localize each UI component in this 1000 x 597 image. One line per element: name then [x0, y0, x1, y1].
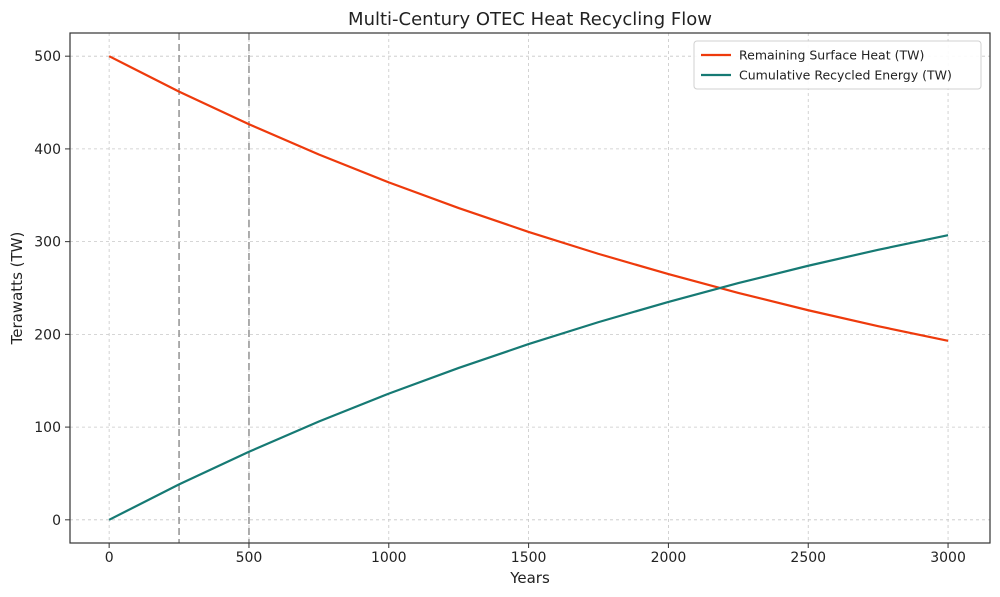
- plot-frame: [69, 32, 991, 544]
- y-tick-label: 400: [34, 142, 61, 158]
- legend: Remaining Surface Heat (TW) Cumulative Re…: [693, 40, 982, 90]
- x-tick-label: 1500: [511, 550, 547, 566]
- x-tick-label: 0: [105, 550, 114, 566]
- x-tick-label: 3000: [930, 550, 966, 566]
- reference-lines: [178, 33, 250, 543]
- series-group: [108, 55, 949, 521]
- legend-label: Remaining Surface Heat (TW): [739, 48, 924, 63]
- x-tick-label: 2000: [651, 550, 687, 566]
- x-tick-label: 1000: [371, 550, 407, 566]
- y-tick-label: 200: [34, 327, 61, 343]
- y-tick-label: 0: [52, 513, 61, 529]
- series-line-1: [108, 234, 949, 521]
- x-axis-ticks: 0 500 1000 1500 2000 2500 3000: [105, 543, 966, 566]
- y-axis-ticks: 0 100 200 300 400 500: [34, 49, 70, 529]
- y-tick-label: 500: [34, 49, 61, 65]
- y-tick-label: 100: [34, 420, 61, 436]
- chart-title: Multi-Century OTEC Heat Recycling Flow: [348, 9, 712, 30]
- legend-box: [693, 40, 982, 90]
- x-axis-label: Years: [509, 569, 550, 587]
- x-tick-label: 500: [236, 550, 263, 566]
- legend-label: Cumulative Recycled Energy (TW): [739, 68, 952, 83]
- y-axis-label: Terawatts (TW): [8, 232, 26, 346]
- series-line-0: [108, 55, 949, 342]
- y-tick-label: 300: [34, 235, 61, 251]
- x-tick-label: 2500: [790, 550, 826, 566]
